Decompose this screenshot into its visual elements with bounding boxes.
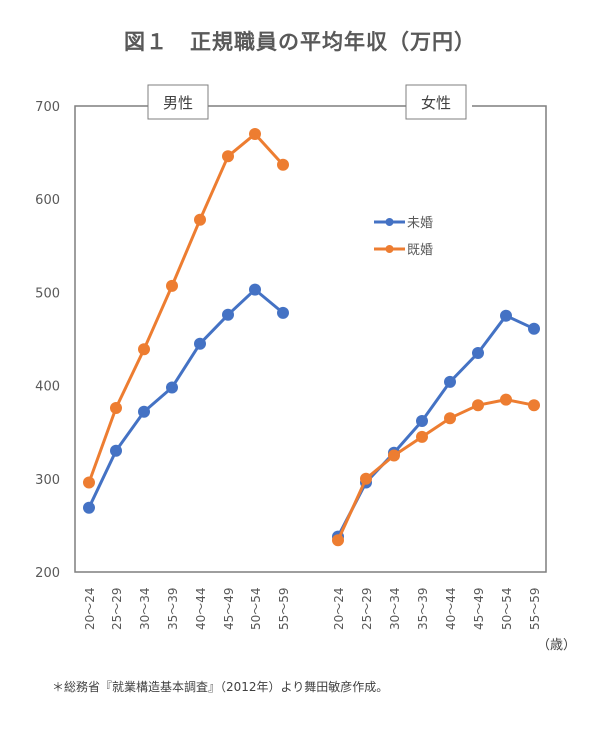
y-tick-label: 300 bbox=[35, 473, 60, 488]
x-tick-label: 20～24 bbox=[83, 587, 97, 630]
footnote: ＊総務省『就業構造基本調査』（2012年）より舞田敏彦作成。 bbox=[52, 680, 389, 694]
data-point-marker bbox=[222, 150, 234, 163]
data-point-marker bbox=[528, 399, 540, 412]
data-point-marker bbox=[416, 415, 428, 427]
female-panel-label: 女性 bbox=[405, 84, 467, 120]
x-tick-label: 40～44 bbox=[444, 587, 458, 630]
plot-frame bbox=[74, 105, 547, 573]
data-point-marker bbox=[83, 476, 95, 489]
data-point-marker bbox=[110, 402, 122, 414]
x-tick-label: 55～59 bbox=[277, 587, 291, 630]
data-point-marker bbox=[416, 430, 428, 443]
data-point-marker bbox=[249, 283, 261, 296]
data-point-marker bbox=[166, 381, 178, 394]
x-axis-unit: （歳） bbox=[537, 638, 577, 653]
y-tick-label: 700 bbox=[35, 100, 60, 115]
y-axis-ticks: 200 300 400 500 600 700 bbox=[35, 100, 60, 581]
chart-title: 図１ 正規職員の平均年収（万円） bbox=[124, 30, 476, 54]
legend-marker-icon bbox=[385, 245, 394, 253]
x-tick-label: 35～39 bbox=[166, 587, 180, 630]
x-tick-label: 30～34 bbox=[138, 587, 152, 630]
x-tick-label: 45～49 bbox=[472, 587, 486, 630]
x-tick-label: 50～54 bbox=[249, 587, 263, 630]
data-point-marker bbox=[277, 306, 289, 319]
x-tick-label: 30～34 bbox=[388, 587, 402, 630]
data-point-marker bbox=[138, 405, 150, 418]
x-tick-label: 55～59 bbox=[528, 587, 542, 630]
y-tick-label: 400 bbox=[35, 380, 60, 395]
data-point-marker bbox=[528, 322, 540, 335]
y-tick-label: 200 bbox=[35, 566, 60, 581]
series-line bbox=[336, 398, 535, 541]
x-tick-label: 35～39 bbox=[416, 587, 430, 630]
legend-marker-icon bbox=[385, 218, 394, 226]
legend-label: 未婚 bbox=[407, 216, 433, 231]
x-tick-label: 20～24 bbox=[332, 587, 346, 630]
x-tick-label: 25～29 bbox=[360, 587, 374, 630]
series-line bbox=[87, 288, 284, 509]
series-lines bbox=[83, 128, 540, 547]
data-point-marker bbox=[444, 412, 456, 425]
x-tick-label: 50～54 bbox=[500, 587, 514, 630]
data-point-marker bbox=[472, 347, 484, 359]
series-line bbox=[87, 132, 285, 484]
x-tick-label: 45～49 bbox=[222, 587, 236, 630]
data-point-marker bbox=[332, 534, 344, 547]
male-panel-label: 男性 bbox=[147, 84, 209, 120]
data-point-marker bbox=[249, 128, 261, 140]
data-point-marker bbox=[222, 308, 234, 321]
data-point-marker bbox=[194, 213, 206, 226]
data-point-marker bbox=[110, 444, 122, 457]
y-tick-label: 600 bbox=[35, 193, 60, 208]
data-point-marker bbox=[388, 449, 400, 462]
y-tick-label: 500 bbox=[35, 286, 60, 301]
data-point-marker bbox=[277, 158, 289, 171]
data-point-marker bbox=[194, 337, 206, 350]
svg-text:男性: 男性 bbox=[163, 94, 193, 112]
data-point-marker bbox=[360, 472, 372, 485]
data-point-marker bbox=[83, 501, 95, 514]
data-point-marker bbox=[444, 375, 456, 388]
data-point-marker bbox=[500, 309, 512, 322]
legend-label: 既婚 bbox=[407, 243, 433, 258]
data-point-marker bbox=[138, 343, 150, 356]
x-axis-ticks: 20～24 25～29 30～34 35～39 40～44 45～49 50～54 55～59… bbox=[83, 587, 542, 630]
data-point-marker bbox=[472, 399, 484, 412]
data-point-marker bbox=[500, 393, 512, 406]
data-point-marker bbox=[166, 279, 178, 292]
x-tick-label: 40～44 bbox=[194, 587, 208, 630]
x-tick-label: 25～29 bbox=[110, 587, 124, 630]
svg-text:女性: 女性 bbox=[421, 94, 451, 112]
